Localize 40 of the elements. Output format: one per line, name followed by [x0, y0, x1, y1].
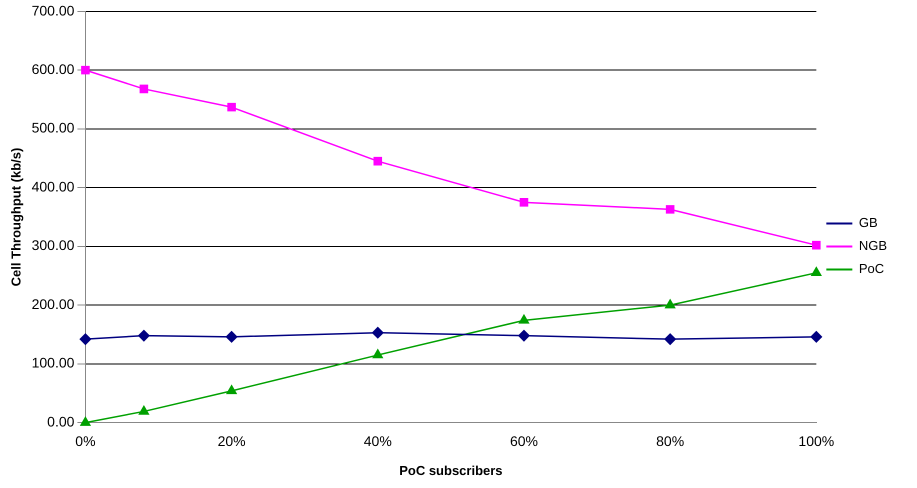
x-axis-title: PoC subscribers: [399, 462, 503, 478]
y-tick-label: 500.00: [32, 120, 75, 136]
legend-label: GB: [858, 215, 878, 230]
point: [810, 331, 822, 343]
point: [80, 416, 90, 426]
point: [374, 156, 382, 166]
point: [811, 267, 822, 276]
point: [80, 333, 92, 345]
x-tick-label: 60%: [510, 432, 538, 449]
point: [664, 333, 676, 345]
legend-label: NGB: [858, 238, 887, 254]
point: [520, 198, 528, 207]
point: [81, 66, 90, 74]
point: [138, 330, 150, 342]
point: [812, 240, 821, 250]
x-tick-label: 40%: [364, 432, 392, 449]
point: [140, 84, 148, 94]
x-tick-label: 100%: [798, 432, 834, 449]
point: [518, 330, 530, 342]
y-tick-label: 300.00: [32, 237, 75, 254]
point: [666, 205, 674, 214]
y-tick-label: 700.00: [32, 2, 75, 18]
y-tick-label: 100.00: [32, 354, 75, 371]
legend-label: PoC: [858, 261, 884, 276]
point: [665, 299, 676, 308]
y-tick-label: 0.00: [47, 413, 75, 430]
y-tick-label: 600.00: [32, 61, 75, 77]
y-tick-label: 200.00: [32, 296, 75, 312]
point: [227, 102, 236, 112]
point: [518, 314, 530, 324]
x-tick-label: 20%: [218, 432, 246, 449]
x-tick-label: 80%: [656, 432, 684, 449]
point: [226, 385, 237, 394]
y-tick-label: 400.00: [32, 178, 75, 194]
point: [372, 326, 384, 338]
x-tick-label: 0%: [75, 432, 96, 449]
y-axis-title: Cell Throughput (kb/s): [8, 148, 24, 286]
point: [372, 349, 383, 358]
point: [226, 331, 238, 343]
point: [138, 406, 149, 415]
